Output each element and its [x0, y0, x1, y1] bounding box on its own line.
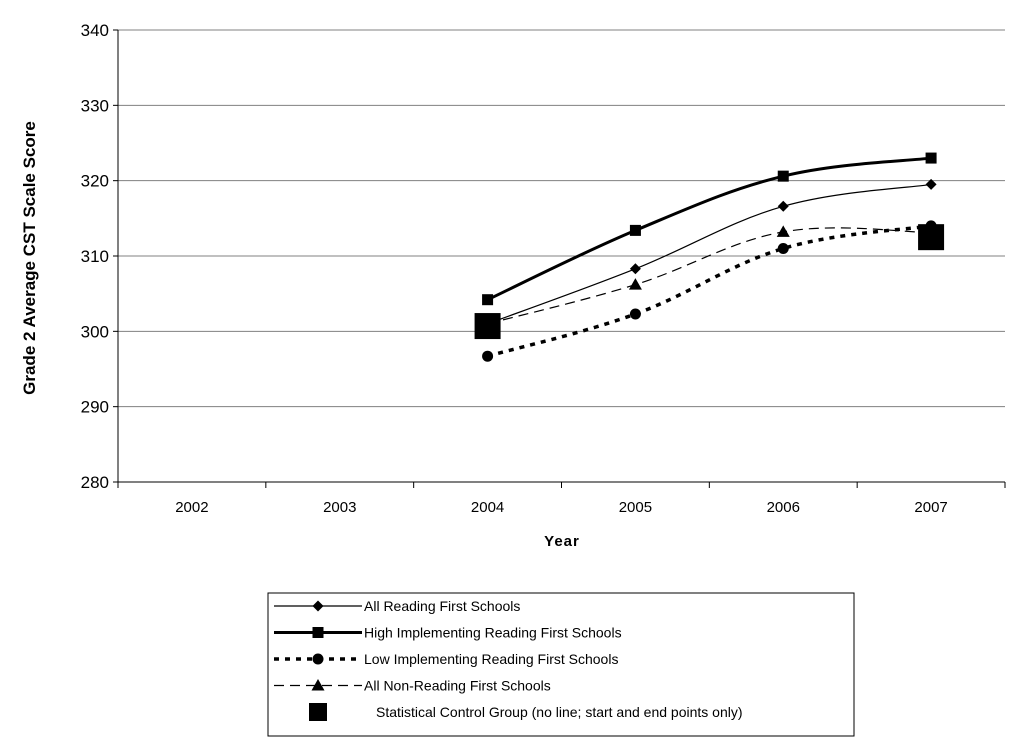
legend-item-high-implementing-reading-first-schools: High Implementing Reading First Schools — [274, 625, 622, 641]
y-axis-label: Grade 2 Average CST Scale Score — [20, 121, 39, 395]
data-point-high-implementing-reading-first-schools-2006 — [777, 170, 789, 182]
y-tick-label-280: 280 — [81, 473, 109, 492]
data-point-high-implementing-reading-first-schools-2004 — [482, 294, 494, 306]
legend-marker-statistical-control-group-no-line-start- — [309, 703, 327, 721]
x-tick-label-2002: 2002 — [175, 499, 208, 516]
legend-item-all-reading-first-schools: All Reading First Schools — [274, 598, 520, 614]
legend-marker-low-implementing-reading-first-schools — [312, 653, 324, 665]
x-tick-label-2007: 2007 — [914, 499, 947, 516]
x-axis-label: Year — [544, 533, 580, 550]
series-line-all-non-reading-first-schools — [487, 227, 932, 325]
data-point-statistical-control-group-no-line-start--2004 — [474, 313, 501, 340]
data-point-low-implementing-reading-first-schools-2005 — [629, 308, 641, 320]
y-tick-label-310: 310 — [81, 247, 109, 266]
data-point-all-non-reading-first-schools-2005 — [628, 278, 642, 290]
legend-marker-high-implementing-reading-first-schools — [312, 627, 324, 638]
data-point-all-reading-first-schools-2005 — [629, 263, 641, 275]
legend-label-all-reading-first-schools: All Reading First Schools — [364, 598, 520, 614]
y-tick-label-340: 340 — [81, 21, 109, 40]
legend: All Reading First Schools High Implementi… — [267, 592, 855, 737]
grid-layer — [118, 29, 1005, 408]
y-tick-label-330: 330 — [81, 96, 109, 115]
data-point-all-reading-first-schools-2007 — [925, 178, 937, 190]
x-tick-label-2003: 2003 — [323, 499, 356, 516]
y-tick-label-300: 300 — [81, 322, 109, 341]
series-line-low-implementing-reading-first-schools — [487, 224, 932, 358]
y-tick-label-290: 290 — [81, 398, 109, 417]
y-tick-label-320: 320 — [81, 172, 109, 191]
data-point-statistical-control-group-no-line-start--2007 — [918, 224, 945, 251]
series-layer — [474, 152, 945, 362]
x-tick-label-2004: 2004 — [471, 499, 504, 516]
series-high-implementing-reading-first-schools — [482, 152, 937, 306]
legend-item-statistical-control-group-no-line-start-: Statistical Control Group (no line; star… — [309, 703, 743, 721]
series-all-non-reading-first-schools — [481, 225, 938, 329]
legend-item-low-implementing-reading-first-schools: Low Implementing Reading First Schools — [274, 651, 618, 667]
data-point-low-implementing-reading-first-schools-2004 — [482, 350, 494, 362]
legend-label-all-non-reading-first-schools: All Non-Reading First Schools — [364, 678, 551, 694]
series-line-all-reading-first-schools — [487, 183, 932, 325]
data-point-low-implementing-reading-first-schools-2006 — [777, 242, 789, 254]
legend-box — [267, 592, 855, 737]
data-point-all-non-reading-first-schools-2006 — [776, 225, 790, 237]
data-point-high-implementing-reading-first-schools-2007 — [925, 152, 937, 164]
series-all-reading-first-schools — [482, 178, 937, 330]
data-point-high-implementing-reading-first-schools-2005 — [629, 224, 641, 236]
legend-label-low-implementing-reading-first-schools: Low Implementing Reading First Schools — [364, 651, 618, 667]
legend-label-statistical-control-group-no-line-start-: Statistical Control Group (no line; star… — [376, 704, 743, 720]
legend-items: All Reading First Schools High Implementi… — [274, 598, 743, 721]
x-tick-label-2006: 2006 — [767, 499, 800, 516]
series-line-high-implementing-reading-first-schools — [486, 156, 932, 302]
x-tick-label-2005: 2005 — [619, 499, 652, 516]
legend-marker-all-reading-first-schools — [312, 600, 324, 612]
legend-item-all-non-reading-first-schools: All Non-Reading First Schools — [274, 678, 551, 694]
data-point-all-reading-first-schools-2006 — [777, 200, 789, 212]
series-low-implementing-reading-first-schools — [482, 220, 937, 362]
ticks-layer: 280 290 300 310 320 330 340 2002 2003 2004 2005 200… — [81, 21, 1006, 516]
series-statistical-control-group-no-line-start- — [474, 224, 945, 340]
legend-marker-all-non-reading-first-schools — [311, 679, 325, 691]
legend-label-high-implementing-reading-first-schools: High Implementing Reading First Schools — [364, 625, 622, 641]
